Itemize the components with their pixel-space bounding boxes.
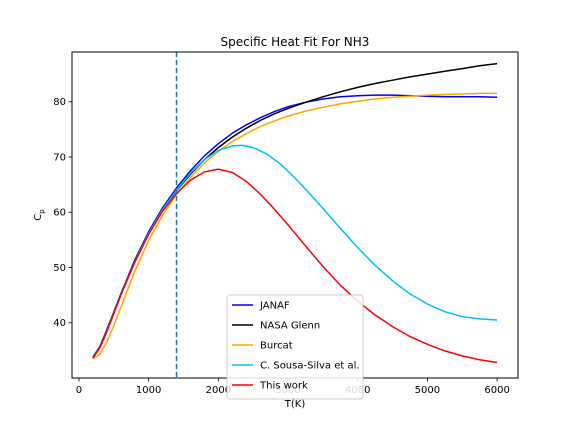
legend: JANAF NASA Glenn Burcat C. Sousa-Silva et a… (226, 294, 364, 400)
plot-area (92, 52, 498, 378)
x-axis-title: T(K) (284, 399, 306, 410)
y-tick-label: 60 (53, 208, 66, 219)
y-tick-label: 80 (53, 97, 66, 108)
legend-label-1: NASA Glenn (260, 321, 320, 332)
x-tick-label: 5000 (415, 385, 440, 396)
x-tick-label: 0 (76, 385, 82, 396)
legend-label-4: This work (259, 381, 308, 392)
legend-label-3: C. Sousa-Silva et al. (260, 361, 360, 372)
y-axis-title-main: C (33, 214, 44, 221)
x-tick-label: 6000 (484, 385, 509, 396)
series-line-2 (92, 92, 498, 360)
chart-title: Specific Heat Fit For NH3 (221, 35, 370, 49)
legend-label-2: Burcat (260, 341, 293, 352)
y-axis-title-subscript: p (38, 209, 46, 214)
x-tick-label: 2000 (206, 385, 231, 396)
y-axis-title: Cp (33, 209, 46, 221)
y-tick-label: 70 (53, 152, 66, 163)
y-tick-label: 40 (53, 318, 66, 329)
legend-box (226, 294, 364, 400)
x-tick-label: 1000 (136, 385, 161, 396)
y-tick-label: 50 (53, 263, 66, 274)
series-line-4 (92, 168, 498, 364)
legend-label-0: JANAF (259, 301, 290, 312)
